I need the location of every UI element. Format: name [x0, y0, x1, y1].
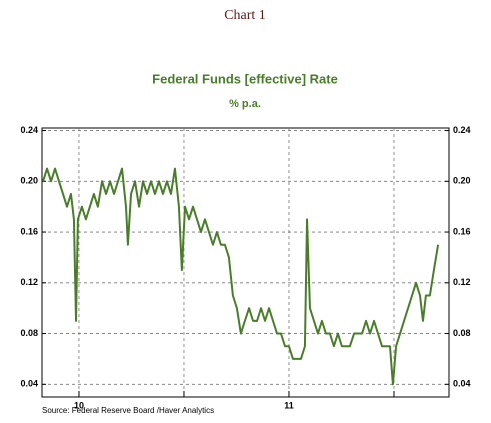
- y2-tick-label: 0.12: [453, 277, 471, 287]
- plot-frame: [41, 127, 450, 398]
- chart-subtitle: % p.a.: [229, 98, 261, 110]
- y-tick-label: 0.16: [20, 226, 38, 236]
- y-tick-label: 0.12: [20, 277, 38, 287]
- y2-tick-label: 0.16: [453, 226, 471, 236]
- chart-header: Chart 1: [224, 8, 266, 23]
- source-note: Source: Federal Reserve Board /Haver Ana…: [42, 406, 214, 415]
- y-tick-label: 0.24: [20, 125, 38, 135]
- y2-tick-label: 0.20: [453, 176, 471, 186]
- y2-tick-label: 0.08: [453, 328, 471, 338]
- y-tick-label: 0.04: [20, 379, 38, 389]
- chart-title: Federal Funds [effective] Rate: [152, 71, 338, 86]
- y-tick-label: 0.20: [20, 176, 38, 186]
- y2-tick-label: 0.04: [453, 379, 471, 389]
- series-line: [42, 167, 440, 386]
- y2-tick-label: 0.24: [453, 125, 471, 135]
- y-tick-label: 0.08: [20, 328, 38, 338]
- x-tick-label: 11: [284, 400, 294, 410]
- x-tick-label: 10: [74, 400, 84, 410]
